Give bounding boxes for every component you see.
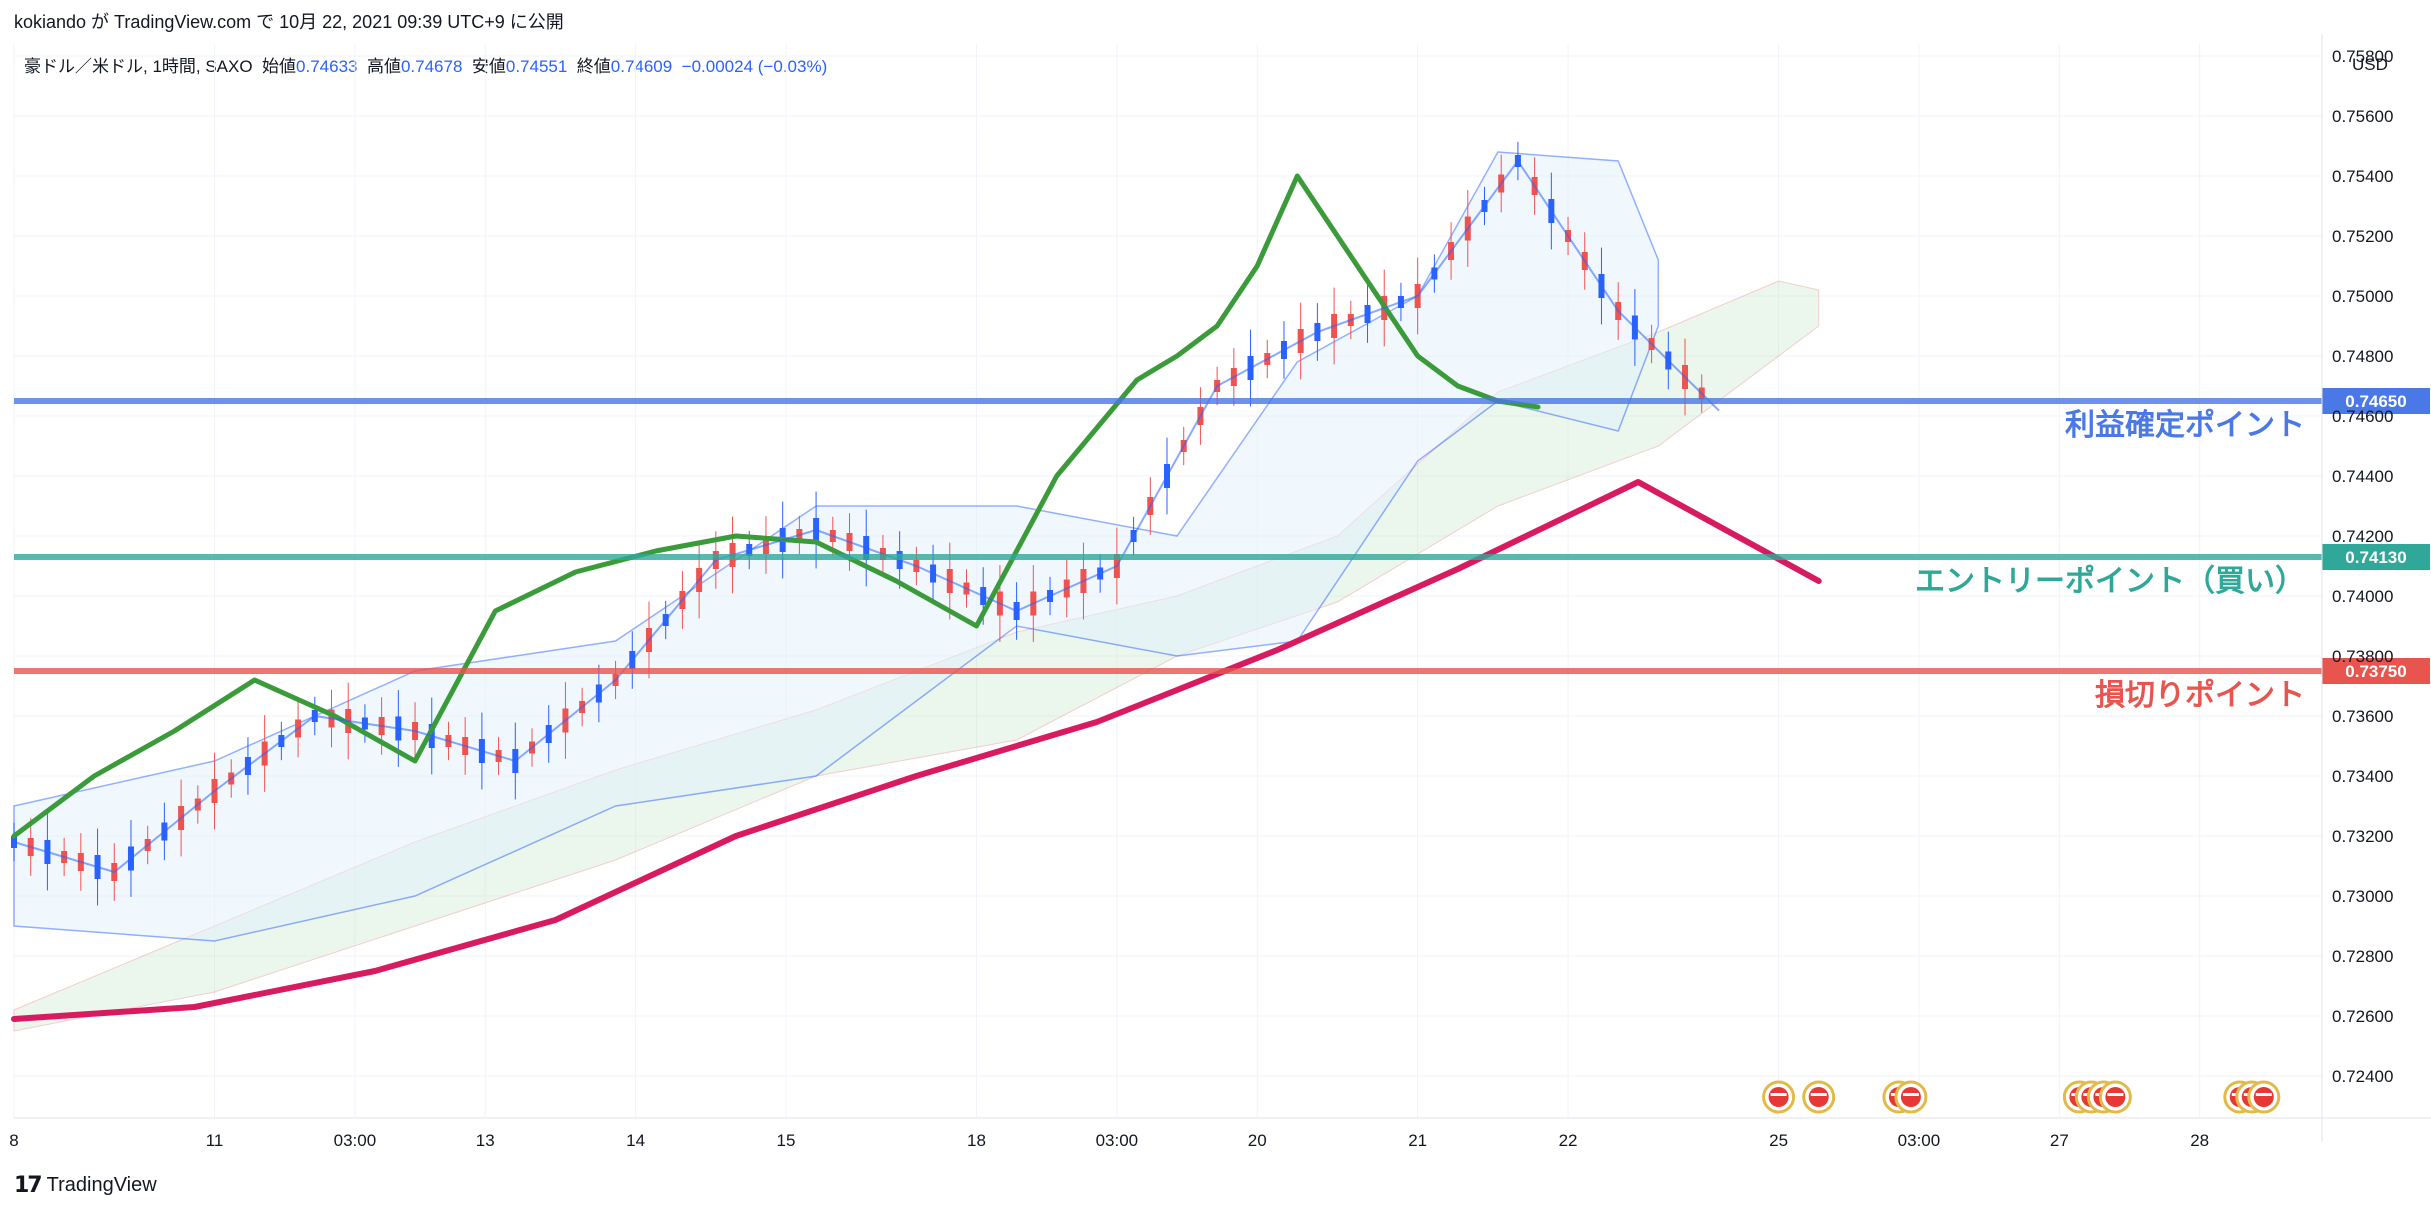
time-tick-label: 13 — [476, 1131, 495, 1150]
tradingview-logo-icon: 𝟭𝟳 — [14, 1172, 43, 1197]
price-tick-label: 0.73600 — [2332, 707, 2393, 726]
price-tick-label: 0.73000 — [2332, 887, 2393, 906]
close-label: 終値 — [576, 57, 611, 76]
level-price-badge — [2322, 388, 2430, 414]
event-flag-stripe — [2255, 1093, 2272, 1096]
price-tick-label: 0.74400 — [2332, 467, 2393, 486]
level-price-label: 0.73750 — [2345, 662, 2406, 681]
price-tick-label: 0.73200 — [2332, 827, 2393, 846]
time-tick-label: 03:00 — [1898, 1131, 1941, 1150]
price-tick-label: 0.74200 — [2332, 527, 2393, 546]
price-tick-label: 0.74600 — [2332, 407, 2393, 426]
close-value: 0.74609 — [610, 57, 673, 76]
publish-info: kokiando が TradingView.com で 10月 22, 202… — [14, 12, 564, 32]
event-flag-stripe — [1902, 1093, 1919, 1096]
price-tick-label: 0.72600 — [2332, 1007, 2393, 1026]
time-tick-label: 27 — [2050, 1131, 2069, 1150]
level-annotation: 利益確定ポイント — [2065, 408, 2305, 443]
price-tick-label: 0.72400 — [2332, 1067, 2393, 1086]
time-tick-label: 28 — [2190, 1131, 2209, 1150]
price-tick-label: 0.75600 — [2332, 107, 2393, 126]
price-tick-label: 0.75200 — [2332, 227, 2393, 246]
time-tick-label: 03:00 — [1096, 1131, 1139, 1150]
open-value: 0.74633 — [296, 57, 358, 76]
high-label: 高値 — [366, 57, 401, 76]
time-tick-label: 03:00 — [334, 1131, 377, 1150]
indicator-series-1 — [11, 173, 1541, 839]
level-annotation: 損切りポイント — [2095, 678, 2305, 713]
indicator-series-0 — [11, 479, 1822, 1022]
level-price-label: 0.74130 — [2345, 548, 2406, 567]
time-tick-label: 18 — [967, 1131, 986, 1150]
event-flag-stripe — [1770, 1093, 1787, 1096]
time-tick-label: 25 — [1769, 1131, 1788, 1150]
indicator-series-2 — [13, 160, 1720, 873]
price-tick-label: 0.75800 — [2332, 47, 2393, 66]
economic-events[interactable] — [1762, 1080, 2281, 1114]
high-value: 0.74678 — [400, 57, 463, 76]
time-axis[interactable]: 8 11 03:00 13 14 15 18 03:00 20 21 22 25 03:00 27 28 — [9, 1117, 2431, 1150]
time-tick-label: 20 — [1248, 1131, 1267, 1150]
event-flag-inner — [2105, 1087, 2126, 1107]
time-tick-label: 11 — [206, 1131, 224, 1150]
low-label: 安値 — [471, 57, 506, 76]
time-tick-label: 8 — [9, 1131, 18, 1150]
currency-label: USD — [2352, 55, 2388, 74]
price-axis[interactable]: 0.75800 0.75600 0.75400 0.75200 0.75000 0.748… — [2321, 34, 2393, 1142]
price-tick-label: 0.75000 — [2332, 287, 2393, 306]
event-flag-inner — [1808, 1087, 1829, 1107]
event-flag-stripe — [2107, 1093, 2124, 1096]
event-flag-stripe — [1810, 1093, 1827, 1096]
price-tick-label: 0.75400 — [2332, 167, 2393, 186]
time-tick-label: 15 — [777, 1131, 796, 1150]
price-tick-label: 0.73800 — [2332, 647, 2393, 666]
price-tick-label: 0.74800 — [2332, 347, 2393, 366]
event-flag-inner — [1768, 1087, 1789, 1107]
level-price-label: 0.74650 — [2345, 392, 2406, 411]
price-tick-label: 0.72800 — [2332, 947, 2393, 966]
low-value: 0.74551 — [505, 57, 568, 76]
open-label: 始値 — [262, 57, 297, 76]
time-tick-label: 14 — [626, 1131, 645, 1150]
symbol-name[interactable]: 豪ドル／米ドル, 1時間, SAXO — [24, 57, 253, 76]
symbol-legend: 豪ドル／米ドル, 1時間, SAXO 始値0.74633 高値0.74678 安… — [24, 52, 827, 77]
event-flag-inner — [1900, 1087, 1921, 1107]
time-tick-label: 22 — [1559, 1131, 1578, 1150]
level-price-badge — [2322, 658, 2430, 684]
time-tick-label: 21 — [1408, 1131, 1427, 1150]
level-annotation: エントリーポイント（買い） — [1915, 564, 2305, 599]
brand-name: TradingView — [46, 1173, 157, 1196]
horizontal-levels[interactable]: 0.74650 利益確定ポイント 0.74130 エントリーポイント（買い） 0.737… — [14, 388, 2430, 713]
brand-footer[interactable]: 𝟭𝟳 TradingView — [14, 1172, 157, 1198]
level-price-badge — [2322, 544, 2430, 570]
indicator-lines — [11, 160, 1822, 1022]
change-value: −0.00024 (−0.03%) — [681, 57, 828, 76]
price-tick-label: 0.74000 — [2332, 587, 2393, 606]
event-flag-inner — [2253, 1087, 2274, 1107]
price-tick-label: 0.73400 — [2332, 767, 2393, 786]
